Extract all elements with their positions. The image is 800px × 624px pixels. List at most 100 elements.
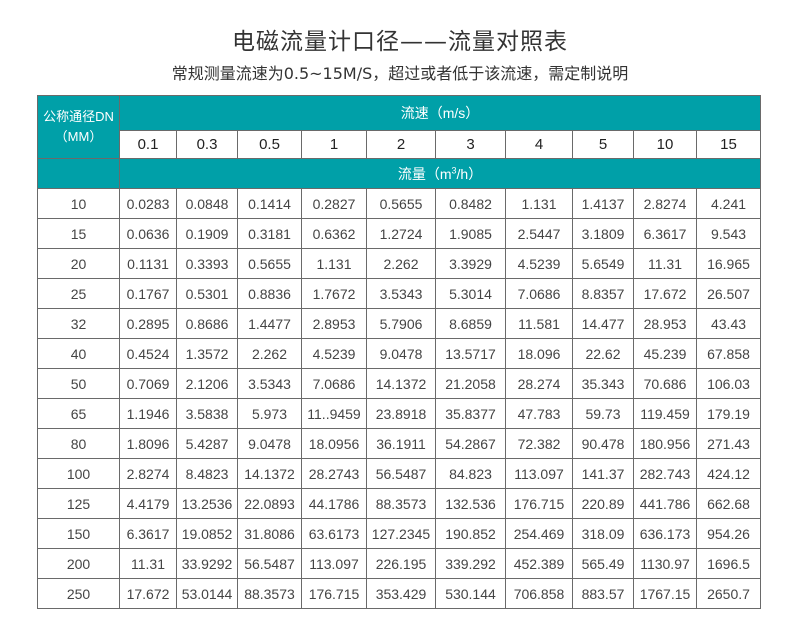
dn-cell: 25: [37, 278, 120, 309]
flow-cell: 1.131: [505, 188, 573, 219]
flow-cell: 424.12: [695, 458, 762, 489]
flow-cell: 1.131: [301, 248, 367, 279]
flow-cell: 282.743: [633, 458, 697, 489]
flow-cell: 56.5487: [237, 548, 302, 579]
flow-cell: 8.8357: [572, 278, 634, 309]
flow-cell: 3.5343: [366, 278, 436, 309]
flow-cell: 662.68: [695, 488, 762, 519]
flow-cell: 5.973: [237, 398, 302, 429]
flow-cell: 0.2827: [301, 188, 367, 219]
flow-cell: 1.4137: [572, 188, 634, 219]
flow-cell: 318.09: [572, 518, 634, 549]
flow-cell: 18.096: [505, 338, 573, 369]
flow-cell: 11.31: [633, 248, 697, 279]
dn-cell: 80: [37, 428, 120, 459]
flow-cell: 5.4287: [176, 428, 238, 459]
flow-cell: 271.43: [695, 428, 762, 459]
flow-cell: 9.0478: [366, 338, 436, 369]
flow-cell: 220.89: [572, 488, 634, 519]
flow-cell: 11.31: [119, 548, 177, 579]
page-subtitle: 常规测量流速为0.5~15M/S，超过或者低于该流速，需定制说明: [171, 64, 629, 83]
flow-cell: 254.469: [505, 518, 573, 549]
flow-cell: 67.858: [695, 338, 762, 369]
flow-cell: 339.292: [435, 548, 506, 579]
flow-cell: 14.1372: [366, 368, 436, 399]
flow-cell: 13.2536: [176, 488, 238, 519]
flow-cell: 88.3573: [237, 578, 302, 609]
table-row: 20 0.1131 0.3393 0.5655 1.131 2.262 3.3929 4.52…: [37, 248, 762, 279]
dn-cell: 250: [37, 578, 120, 609]
flow-cell: 2.8274: [119, 458, 177, 489]
flow-cell: 21.2058: [435, 368, 506, 399]
flow-cell: 0.6362: [301, 218, 367, 249]
flow-cell: 90.478: [572, 428, 634, 459]
flow-cell: 636.173: [633, 518, 697, 549]
table-row: 65 1.1946 3.5838 5.973 11..9459 23.8918 35.837…: [37, 398, 762, 429]
flow-cell: 452.389: [505, 548, 573, 579]
flow-cell: 44.1786: [301, 488, 367, 519]
flow-header-blank: [37, 158, 120, 189]
velocity-cell: 1: [301, 130, 367, 159]
flow-cell: 88.3573: [366, 488, 436, 519]
flow-table: 公称通径DN （MM） 流速（m/s） 0.1 0.3 0.5 1 2 3 4 5 10 15 流…: [37, 95, 762, 609]
flow-cell: 113.097: [505, 458, 573, 489]
flow-cell: 0.3181: [237, 218, 302, 249]
flow-cell: 4.5239: [301, 338, 367, 369]
velocity-row: 0.1 0.3 0.5 1 2 3 4 5 10 15: [38, 130, 762, 159]
flow-cell: 6.3617: [119, 518, 177, 549]
table-row: 250 17.672 53.0144 88.3573 176.715 353.429 530…: [37, 578, 762, 609]
table-row: 80 1.8096 5.4287 9.0478 18.0956 36.1911 54.286…: [37, 428, 762, 459]
flow-cell: 26.507: [695, 278, 762, 309]
flow-cell: 31.8086: [237, 518, 302, 549]
flow-cell: 14.1372: [237, 458, 302, 489]
velocity-cell: 5: [572, 130, 634, 159]
dn-cell: 20: [37, 248, 120, 279]
flow-cell: 0.5655: [366, 188, 436, 219]
flow-cell: 1.8096: [119, 428, 177, 459]
flow-cell: 1130.97: [633, 548, 697, 579]
dn-cell: 125: [37, 488, 120, 519]
flow-cell: 530.144: [435, 578, 506, 609]
flow-header: 流量（m3/h）: [118, 158, 762, 189]
flow-cell: 43.43: [695, 308, 762, 339]
flow-cell: 0.8482: [435, 188, 506, 219]
flow-cell: 0.1131: [119, 248, 177, 279]
table-row: 200 11.31 33.9292 56.5487 113.097 226.195 339.…: [37, 548, 762, 579]
flow-cell: 0.7069: [119, 368, 177, 399]
flow-cell: 9.0478: [237, 428, 302, 459]
flow-cell: 2.1206: [176, 368, 238, 399]
flow-cell: 28.2743: [301, 458, 367, 489]
dn-cell: 32: [37, 308, 120, 339]
flow-cell: 1.1946: [119, 398, 177, 429]
flow-cell: 59.73: [572, 398, 634, 429]
flow-cell: 5.7906: [366, 308, 436, 339]
dn-cell: 50: [37, 368, 120, 399]
flow-cell: 18.0956: [301, 428, 367, 459]
flow-cell: 4.241: [695, 188, 762, 219]
velocity-cell: 10: [633, 130, 697, 159]
flow-cell: 5.6549: [572, 248, 634, 279]
flow-cell: 7.0686: [301, 368, 367, 399]
flow-cell: 2.5447: [505, 218, 573, 249]
flow-cell: 6.3617: [633, 218, 697, 249]
flow-cell: 176.715: [505, 488, 573, 519]
flow-cell: 1.3572: [176, 338, 238, 369]
flow-cell: 2.8953: [301, 308, 367, 339]
flow-cell: 1767.15: [633, 578, 697, 609]
flow-cell: 13.5717: [435, 338, 506, 369]
flow-cell: 35.8377: [435, 398, 506, 429]
flow-cell: 0.8686: [176, 308, 238, 339]
flow-cell: 0.5301: [176, 278, 238, 309]
flow-cell: 19.0852: [176, 518, 238, 549]
flow-cell: 3.5838: [176, 398, 238, 429]
velocity-cell: 3: [435, 130, 506, 159]
flow-cell: 3.5343: [237, 368, 302, 399]
flow-cell: 1.2724: [366, 218, 436, 249]
flow-cell: 56.5487: [366, 458, 436, 489]
flow-cell: 28.274: [505, 368, 573, 399]
dn-cell: 200: [37, 548, 120, 579]
flow-cell: 141.37: [572, 458, 634, 489]
flow-cell: 23.8918: [366, 398, 436, 429]
flow-cell: 63.6173: [301, 518, 367, 549]
flow-cell: 16.965: [695, 248, 762, 279]
